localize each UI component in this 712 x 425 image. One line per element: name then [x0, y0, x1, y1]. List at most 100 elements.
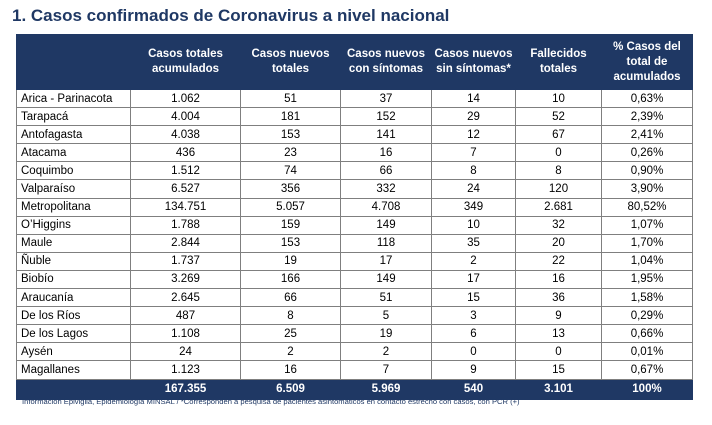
- table-cell: 1,04%: [601, 251, 693, 271]
- table-cell: 10: [431, 215, 516, 235]
- table-cell: 8: [431, 161, 516, 181]
- table-cell: 10: [515, 88, 602, 109]
- region-cell: Biobío: [16, 269, 131, 290]
- table-row: Araucanía 2.645 66 51 15 36 1,58%: [16, 288, 693, 308]
- table-cell: 1.062: [130, 88, 241, 109]
- table-cell: 0,66%: [601, 324, 693, 344]
- table-cell: 141: [340, 125, 432, 145]
- totals-cell: 100%: [601, 378, 693, 400]
- table-cell: 149: [340, 269, 432, 290]
- table-cell: 0,63%: [601, 88, 693, 109]
- column-header-percent: % Casos del total de acumulados: [601, 34, 693, 90]
- table-cell: 1.737: [130, 251, 241, 271]
- table-cell: 1,70%: [601, 233, 693, 253]
- table-cell: 2,39%: [601, 107, 693, 127]
- table-cell: 35: [431, 233, 516, 253]
- table-cell: 52: [515, 107, 602, 127]
- table-cell: 9: [431, 360, 516, 380]
- region-cell: Valparaíso: [16, 179, 131, 199]
- table-cell: 1.788: [130, 215, 241, 235]
- region-cell: Antofagasta: [16, 125, 131, 145]
- table-cell: 6.527: [130, 179, 241, 199]
- table-cell: 2: [431, 251, 516, 271]
- table-row: Biobío 3.269 166 149 17 16 1,95%: [16, 269, 693, 290]
- table-cell: 4.004: [130, 107, 241, 127]
- table-cell: 487: [130, 306, 241, 326]
- table-cell: 120: [515, 179, 602, 199]
- table-cell: 37: [340, 88, 432, 109]
- region-cell: Magallanes: [16, 360, 131, 380]
- table-cell: 67: [515, 125, 602, 145]
- region-cell: De los Ríos: [16, 306, 131, 326]
- totals-cell: 167.355: [130, 378, 241, 400]
- table-cell: 51: [340, 288, 432, 308]
- table-cell: 6: [431, 324, 516, 344]
- table-header-row: Casos totales acumulados Casos nuevos to…: [16, 34, 693, 90]
- table-cell: 332: [340, 179, 432, 199]
- table-cell: 7: [431, 143, 516, 163]
- table-cell: 0: [515, 143, 602, 163]
- table-cell: 159: [240, 215, 341, 235]
- table-cell: 349: [431, 197, 516, 217]
- region-cell: Metropolitana: [16, 197, 131, 217]
- table-row: Coquimbo 1.512 74 66 8 8 0,90%: [16, 161, 693, 181]
- table-cell: 0,67%: [601, 360, 693, 380]
- table-cell: 166: [240, 269, 341, 290]
- table-cell: 80,52%: [601, 197, 693, 217]
- table-cell: 2,41%: [601, 125, 693, 145]
- table-cell: 4.708: [340, 197, 432, 217]
- table-cell: 0: [515, 342, 602, 362]
- table-cell: 24: [130, 342, 241, 362]
- table-cell: 36: [515, 288, 602, 308]
- table-cell: 32: [515, 215, 602, 235]
- table-row: De los Lagos 1.108 25 19 6 13 0,66%: [16, 324, 693, 344]
- table-cell: 5.057: [240, 197, 341, 217]
- table-cell: 16: [340, 143, 432, 163]
- totals-cell: 540: [431, 378, 516, 400]
- table-cell: 25: [240, 324, 341, 344]
- table-cell: 149: [340, 215, 432, 235]
- table-cell: 29: [431, 107, 516, 127]
- table-cell: 1.108: [130, 324, 241, 344]
- totals-cell: 6.509: [240, 378, 341, 400]
- table-cell: 23: [240, 143, 341, 163]
- table-cell: 2: [340, 342, 432, 362]
- table-row: Ñuble 1.737 19 17 2 22 1,04%: [16, 251, 693, 271]
- table-cell: 19: [240, 251, 341, 271]
- region-cell: Ñuble: [16, 251, 131, 271]
- table-cell: 12: [431, 125, 516, 145]
- table-cell: 134.751: [130, 197, 241, 217]
- table-cell: 19: [340, 324, 432, 344]
- table-cell: 152: [340, 107, 432, 127]
- table-cell: 24: [431, 179, 516, 199]
- region-cell: Aysén: [16, 342, 131, 362]
- table-cell: 0,90%: [601, 161, 693, 181]
- table-cell: 3,90%: [601, 179, 693, 199]
- table-row: Atacama 436 23 16 7 0 0,26%: [16, 143, 693, 163]
- table-row: Aysén 24 2 2 0 0 0,01%: [16, 342, 693, 362]
- cases-table-container: Casos totales acumulados Casos nuevos to…: [16, 34, 693, 400]
- region-cell: Atacama: [16, 143, 131, 163]
- table-row: De los Ríos 487 8 5 3 9 0,29%: [16, 306, 693, 326]
- column-header-new-cases: Casos nuevos totales: [240, 34, 341, 90]
- table-cell: 153: [240, 125, 341, 145]
- table-row: Metropolitana 134.751 5.057 4.708 349 2.681 80…: [16, 197, 693, 217]
- table-cell: 0,26%: [601, 143, 693, 163]
- table-cell: 66: [340, 161, 432, 181]
- region-cell: O’Higgins: [16, 215, 131, 235]
- table-cell: 14: [431, 88, 516, 109]
- table-row: Maule 2.844 153 118 35 20 1,70%: [16, 233, 693, 253]
- column-header-new-symptomatic: Casos nuevos con síntomas: [340, 34, 432, 90]
- region-cell: Arica - Parinacota: [16, 88, 131, 109]
- table-row: Arica - Parinacota 1.062 51 37 14 10 0,63%: [16, 88, 693, 109]
- table-cell: 0: [431, 342, 516, 362]
- table-cell: 5: [340, 306, 432, 326]
- cases-table: Casos totales acumulados Casos nuevos to…: [16, 34, 693, 400]
- table-cell: 2.681: [515, 197, 602, 217]
- table-cell: 0,01%: [601, 342, 693, 362]
- region-cell: Tarapacá: [16, 107, 131, 127]
- table-cell: 16: [240, 360, 341, 380]
- table-cell: 181: [240, 107, 341, 127]
- table-cell: 20: [515, 233, 602, 253]
- table-cell: 8: [240, 306, 341, 326]
